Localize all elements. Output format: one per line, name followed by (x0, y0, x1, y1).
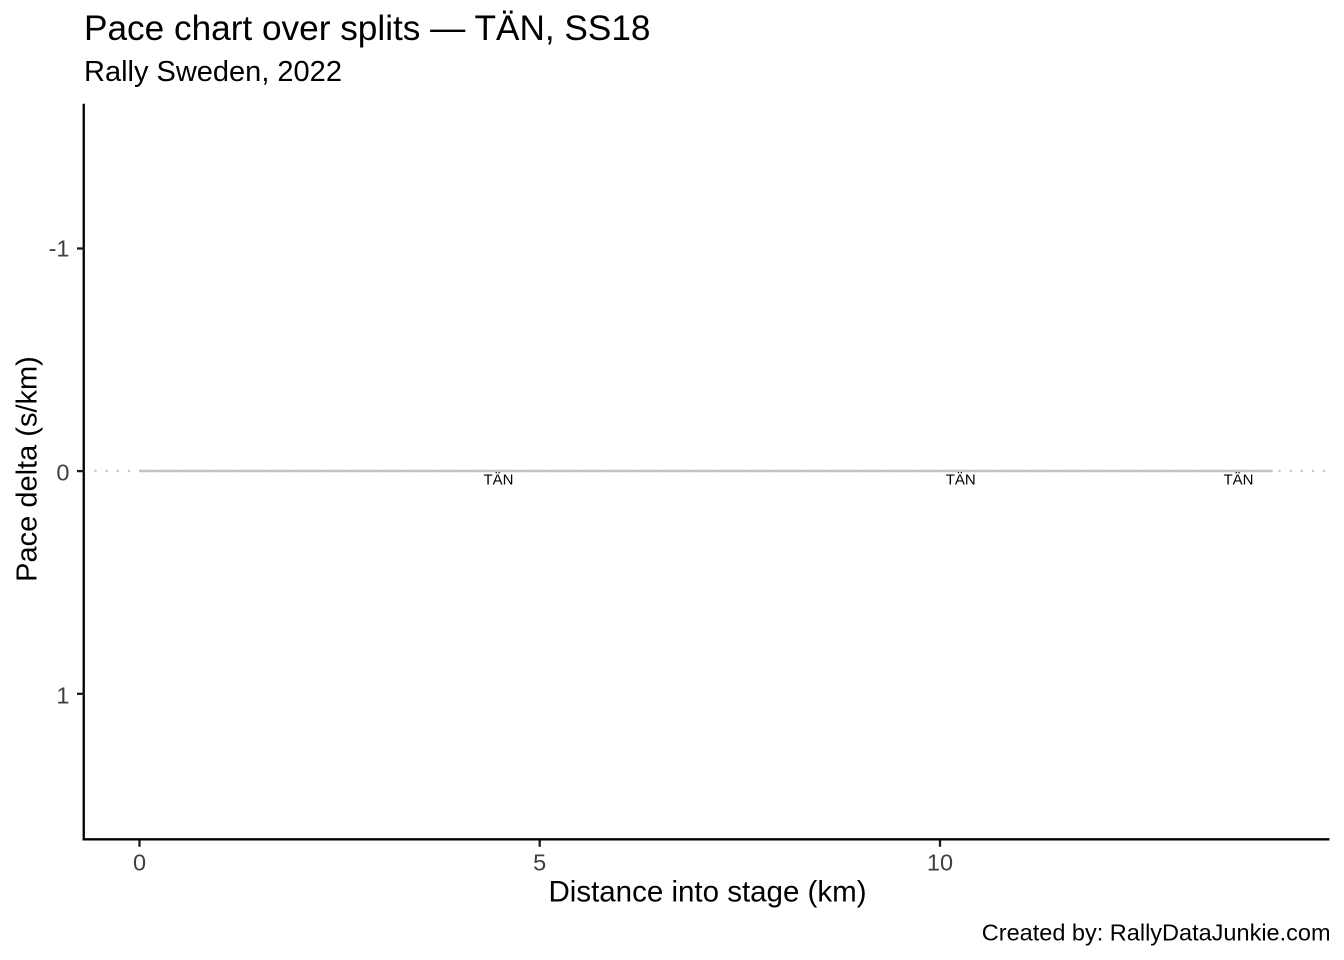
svg-text:0: 0 (56, 460, 69, 486)
svg-text:Distance into stage (km): Distance into stage (km) (548, 875, 866, 908)
svg-text:Rally Sweden, 2022: Rally Sweden, 2022 (84, 56, 342, 88)
svg-text:0: 0 (133, 849, 146, 875)
svg-text:TÄN: TÄN (946, 471, 976, 488)
svg-text:Created by: RallyDataJunkie.co: Created by: RallyDataJunkie.com (982, 919, 1331, 945)
svg-text:Pace chart over splits — TÄN,: Pace chart over splits — TÄN, SS18 (84, 9, 651, 48)
svg-text:TÄN: TÄN (484, 471, 514, 488)
svg-text:5: 5 (533, 849, 546, 875)
svg-text:Pace delta (s/km): Pace delta (s/km) (12, 356, 44, 582)
svg-text:10: 10 (927, 849, 953, 875)
svg-text:TÄN: TÄN (1224, 471, 1254, 488)
svg-text:1: 1 (56, 683, 69, 709)
svg-text:-1: -1 (49, 236, 70, 262)
